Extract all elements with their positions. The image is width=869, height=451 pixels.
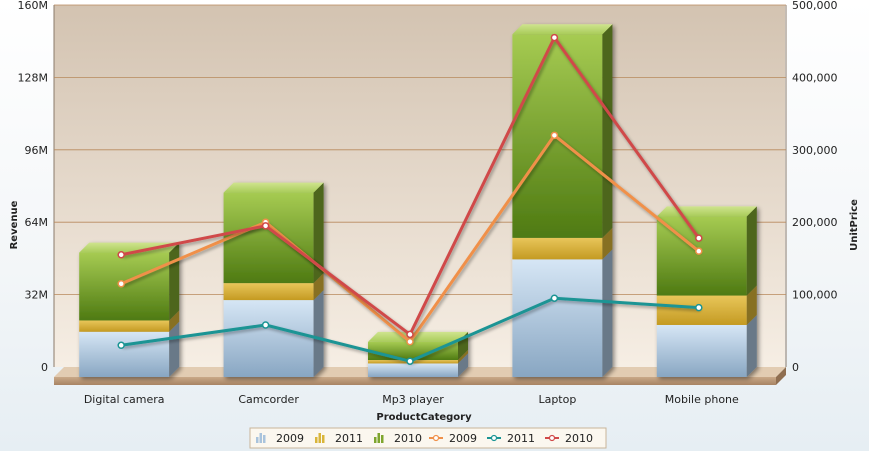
y2-tick-label: 100,000 <box>792 289 838 302</box>
line-point[interactable] <box>117 341 125 350</box>
bar-2011-side <box>313 273 324 301</box>
bar-2011-front[interactable] <box>79 320 170 332</box>
bar-2009-front[interactable] <box>512 259 603 377</box>
bar-2010-side <box>602 24 613 238</box>
bar-2009-side <box>313 290 324 377</box>
bar-2011-front[interactable] <box>656 295 747 325</box>
y-tick-label: 0 <box>41 361 48 374</box>
bar-2010-front[interactable] <box>79 252 170 321</box>
line-point[interactable] <box>117 279 125 288</box>
plot-floor-front <box>54 377 776 385</box>
bar-2009-side <box>746 314 757 377</box>
x-axis-title: ProductCategory <box>376 412 472 423</box>
bar-stack-digital-camera[interactable] <box>79 242 180 377</box>
legend-label: 2009 <box>449 432 477 445</box>
plot-floor-side <box>776 367 786 385</box>
bar-2010-front[interactable] <box>223 192 314 284</box>
legend-label: 2011 <box>507 432 535 445</box>
y2-tick-label: 500,000 <box>792 0 838 12</box>
y2-axis-title: UnitPrice <box>849 199 860 251</box>
bar-top <box>223 182 324 193</box>
lines <box>117 33 703 365</box>
y2-tick-label: 300,000 <box>792 144 838 157</box>
bar-2011-front[interactable] <box>223 283 314 301</box>
bar-2011-front[interactable] <box>512 237 603 260</box>
line-point[interactable] <box>550 294 559 302</box>
legend-line-icon <box>487 434 501 442</box>
bar-2009-front[interactable] <box>368 363 458 377</box>
bar-2009-side <box>169 321 180 377</box>
legend-line-icon <box>545 434 559 442</box>
bar-top <box>79 242 180 253</box>
legend-label: 2010 <box>565 432 593 445</box>
bar-top <box>512 24 613 35</box>
bar-2009-front[interactable] <box>223 300 314 377</box>
bar-2011-side <box>602 227 613 260</box>
legend-label: 2011 <box>335 432 363 445</box>
bar-top <box>368 331 468 342</box>
line-point[interactable] <box>695 234 703 242</box>
bar-2010-side <box>746 206 757 296</box>
legend-bar-icon <box>374 433 384 443</box>
bar-2009-side <box>602 249 613 377</box>
bar-2011-side <box>169 310 180 332</box>
y2-tick-label: 0 <box>792 361 799 374</box>
x-tick-label: Laptop <box>538 393 576 406</box>
line-series-2010[interactable] <box>117 33 703 339</box>
legend-label: 2009 <box>276 432 304 445</box>
bar-stack-camcorder[interactable] <box>223 182 324 377</box>
line-point[interactable] <box>695 303 703 312</box>
x-tick-label: Mobile phone <box>665 393 739 406</box>
y-tick-label: 64M <box>25 216 49 229</box>
bar-top <box>656 206 757 217</box>
y2-tick-label: 200,000 <box>792 216 838 229</box>
x-tick-label: Digital camera <box>84 393 165 406</box>
bar-2010-side <box>169 242 180 321</box>
line-point[interactable] <box>261 321 270 329</box>
legend-line-icon <box>429 434 443 442</box>
y2-tick-label: 400,000 <box>792 71 838 84</box>
legend: 2009 2011 2010 2009 2011 2010 <box>249 427 607 449</box>
bar-2010-side <box>458 331 468 361</box>
line-series-2011[interactable] <box>117 294 703 365</box>
bar-2009-side <box>458 353 468 377</box>
axes: 0 32M 64M 96M 128M 160M 0 100,000 200,000 300,000… <box>18 0 838 406</box>
x-tick-label: Mp3 player <box>382 393 444 406</box>
line-point[interactable] <box>550 33 559 42</box>
legend-label: 2010 <box>394 432 422 445</box>
y-tick-label: 32M <box>25 289 49 302</box>
y-tick-label: 96M <box>25 144 49 157</box>
line-point[interactable] <box>261 222 270 230</box>
x-tick-label: Camcorder <box>238 393 299 406</box>
bar-2009-front[interactable] <box>656 324 747 377</box>
bars <box>79 24 757 377</box>
bar-2011-side <box>746 285 757 325</box>
legend-bar-icon <box>315 433 325 443</box>
bar-stack-laptop[interactable] <box>512 24 613 377</box>
line-point[interactable] <box>406 357 414 365</box>
line-point[interactable] <box>695 247 703 255</box>
bar-2011-side <box>458 350 468 364</box>
line-point[interactable] <box>406 330 414 339</box>
y-axis-title: Revenue <box>9 200 20 249</box>
line-point[interactable] <box>406 337 414 346</box>
line-point[interactable] <box>550 131 559 140</box>
line-point[interactable] <box>117 251 125 259</box>
legend-box <box>249 427 607 449</box>
bar-stack-mobile-phone[interactable] <box>656 206 757 377</box>
legend-bar-icon <box>256 433 266 443</box>
bar-2009-front[interactable] <box>79 331 170 377</box>
y-tick-label: 128M <box>18 71 49 84</box>
bar-2010-side <box>313 182 324 284</box>
y-tick-label: 160M <box>18 0 49 12</box>
